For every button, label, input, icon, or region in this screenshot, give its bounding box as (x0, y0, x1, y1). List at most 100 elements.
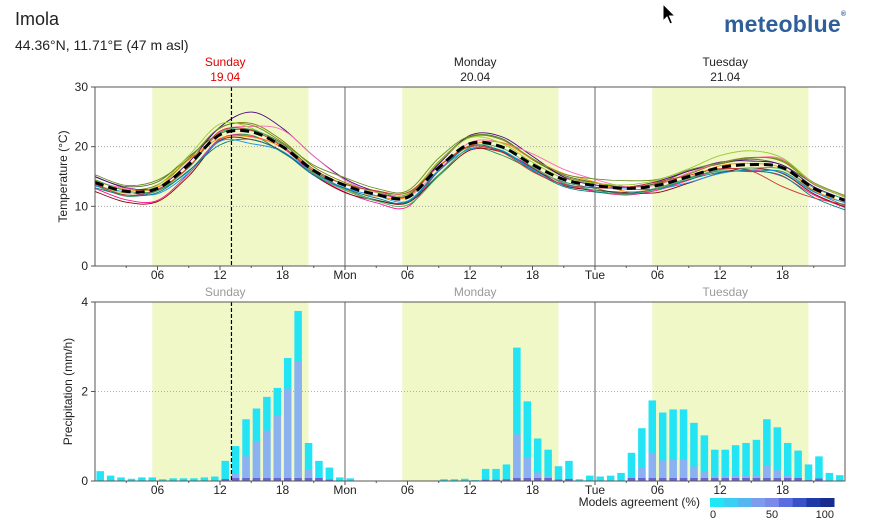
legend-swatch (778, 498, 794, 507)
precip-agreement-core (523, 478, 532, 481)
x-tick-label: 12 (713, 483, 727, 497)
precip-agreement-bar (763, 465, 771, 481)
precip-bar (138, 477, 146, 481)
ensemble-member-line (94, 133, 846, 207)
precip-bar (721, 449, 729, 481)
x-tick-label: 18 (276, 483, 290, 497)
day-name: Sunday (205, 285, 246, 299)
precip-agreement-core (304, 478, 313, 481)
legend-swatch (765, 498, 780, 507)
precip-bar (231, 446, 240, 481)
precip-agreement-core (252, 478, 261, 481)
day-name: Sunday (205, 55, 246, 69)
ensemble-member-line (94, 138, 846, 211)
precip-bar (763, 419, 771, 481)
legend-swatch (710, 498, 725, 507)
precip-bar (731, 445, 740, 481)
legend-tick-label: 100 (816, 509, 834, 521)
precip-agreement-core (231, 478, 240, 481)
x-tick-label: 18 (776, 268, 790, 282)
precip-agreement-bar (638, 467, 646, 481)
precip-bar (794, 450, 802, 481)
precip-agreement-core (815, 478, 823, 481)
location-title: Imola (15, 9, 60, 29)
precip-bar (606, 475, 615, 481)
precip-agreement-core (263, 478, 271, 481)
x-tick-label: 12 (213, 483, 227, 497)
precip-agreement-core (721, 478, 729, 481)
precip-bar (190, 478, 198, 481)
precip-agreement-core (283, 478, 292, 481)
ensemble-member-line (94, 135, 846, 204)
precip-agreement-core (242, 478, 250, 481)
day-name: Monday (454, 55, 497, 69)
ensemble-mean-line (94, 128, 846, 202)
precip-agreement-bar (273, 415, 282, 481)
ensemble-member-line (94, 122, 846, 197)
precip-agreement-core (502, 479, 511, 481)
precip-bar (502, 464, 511, 481)
x-tick-label: Tue (585, 483, 606, 497)
temperature-panel: 0 10 20 30 06 12 18 Mon 06 12 18 Tue 06 12 18 Sunday1… (56, 55, 846, 282)
precip-agreement-core (554, 479, 563, 481)
x-tick-label: 12 (463, 268, 477, 282)
precip-bar (658, 412, 667, 481)
x-tick-label: 12 (713, 268, 727, 282)
precip-bar (106, 475, 115, 481)
precip-agreement-bar (679, 459, 688, 481)
day-date: 21.04 (710, 70, 740, 84)
precip-agreement-core (679, 478, 688, 481)
precip-agreement-core (544, 478, 552, 481)
precip-agreement-bar (294, 361, 302, 481)
precip-agreement-bar (533, 472, 542, 481)
precip-bar (169, 478, 177, 481)
legend-tick-label: 50 (766, 509, 778, 521)
precip-agreement-core (763, 478, 771, 481)
precip-bar (523, 401, 532, 481)
meteoblue-logo[interactable]: meteoblue® (724, 11, 846, 38)
precip-agreement-core (273, 478, 282, 481)
precip-bar (461, 478, 469, 481)
precip-agreement-core (315, 478, 323, 481)
precip-bar (815, 456, 823, 481)
precip-bar (221, 460, 229, 481)
precip-agreement-bar (283, 388, 292, 481)
precip-bar (638, 428, 646, 481)
precip-bar (440, 479, 448, 481)
x-tick-label: 12 (463, 483, 477, 497)
precip-bar (586, 475, 594, 481)
precip-agreement-bar (648, 452, 657, 481)
precip-bar (648, 400, 657, 481)
precip-agreement-core (700, 478, 709, 481)
agreement-legend-label: Models agreement (%) (579, 495, 700, 509)
precip-bar (700, 435, 709, 481)
precipitation-panel: 0 2 4 06 12 18 Mon 06 12 18 Tue 06 12 18 Sunday Monda… (61, 285, 846, 497)
precip-bar (575, 479, 584, 481)
x-tick-label: 06 (651, 483, 665, 497)
temperature-axis-label: Temperature (°C) (56, 130, 70, 222)
precip-bar (783, 442, 792, 481)
y-tick-label: 10 (75, 199, 89, 213)
precip-agreement-bar (263, 430, 271, 481)
x-tick-label: 06 (401, 268, 415, 282)
precip-bar (346, 478, 354, 481)
precip-bar (773, 427, 782, 481)
precip-agreement-core (794, 478, 802, 481)
mouse-cursor-icon (662, 2, 676, 25)
day-date: 20.04 (460, 70, 490, 84)
precip-bar (450, 479, 459, 481)
x-tick-label: 18 (776, 483, 790, 497)
precip-bar (627, 452, 636, 481)
precip-agreement-core (492, 479, 500, 481)
precip-agreement-bar (513, 434, 521, 481)
precip-agreement-core (731, 478, 740, 481)
precip-agreement-core (565, 478, 573, 481)
precip-agreement-bar (690, 466, 698, 481)
precip-agreement-core (513, 478, 521, 481)
precip-bar (804, 464, 813, 481)
legend-swatch (751, 498, 766, 507)
x-tick-label: Mon (333, 268, 356, 282)
precip-bar (711, 449, 719, 481)
precip-bar (836, 475, 844, 481)
